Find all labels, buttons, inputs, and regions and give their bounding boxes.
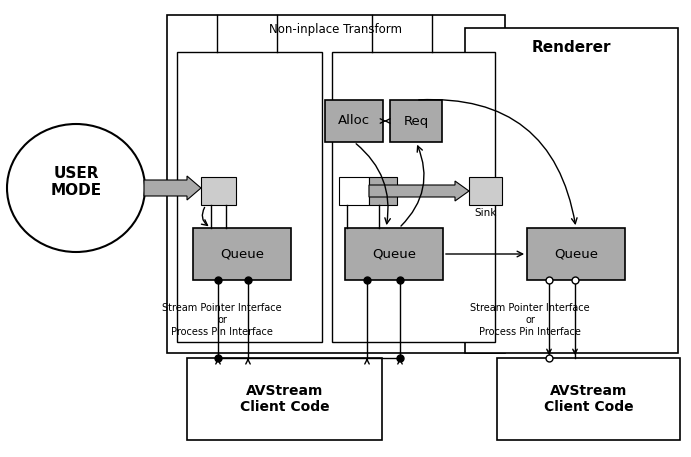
Bar xyxy=(369,177,397,205)
Text: Non-inplace Transform: Non-inplace Transform xyxy=(269,23,402,36)
Bar xyxy=(201,177,236,205)
Bar xyxy=(187,358,382,440)
Bar xyxy=(527,228,625,280)
Text: AVStream
Client Code: AVStream Client Code xyxy=(240,384,330,414)
Text: Queue: Queue xyxy=(554,248,598,260)
Ellipse shape xyxy=(7,124,145,252)
Bar xyxy=(339,177,369,205)
Bar xyxy=(193,228,291,280)
Bar xyxy=(497,358,680,440)
Text: Renderer: Renderer xyxy=(532,41,612,55)
Bar xyxy=(325,100,383,142)
Bar xyxy=(332,52,495,342)
Text: Stream Pointer Interface
or
Process Pin Interface: Stream Pointer Interface or Process Pin … xyxy=(162,303,282,337)
FancyArrow shape xyxy=(144,176,201,200)
FancyArrow shape xyxy=(369,181,469,201)
Bar xyxy=(167,15,505,353)
Text: Queue: Queue xyxy=(220,248,264,260)
Bar xyxy=(345,228,443,280)
Text: Req: Req xyxy=(404,115,428,128)
Bar xyxy=(177,52,322,342)
Bar xyxy=(465,28,678,353)
Text: Alloc: Alloc xyxy=(338,115,370,128)
Text: Queue: Queue xyxy=(372,248,416,260)
Bar xyxy=(390,100,442,142)
Text: Sink: Sink xyxy=(474,208,497,218)
Text: Stream Pointer Interface
or
Process Pin Interface: Stream Pointer Interface or Process Pin … xyxy=(470,303,590,337)
Text: AVStream
Client Code: AVStream Client Code xyxy=(544,384,634,414)
Bar xyxy=(469,177,502,205)
Text: USER
MODE: USER MODE xyxy=(50,166,102,198)
